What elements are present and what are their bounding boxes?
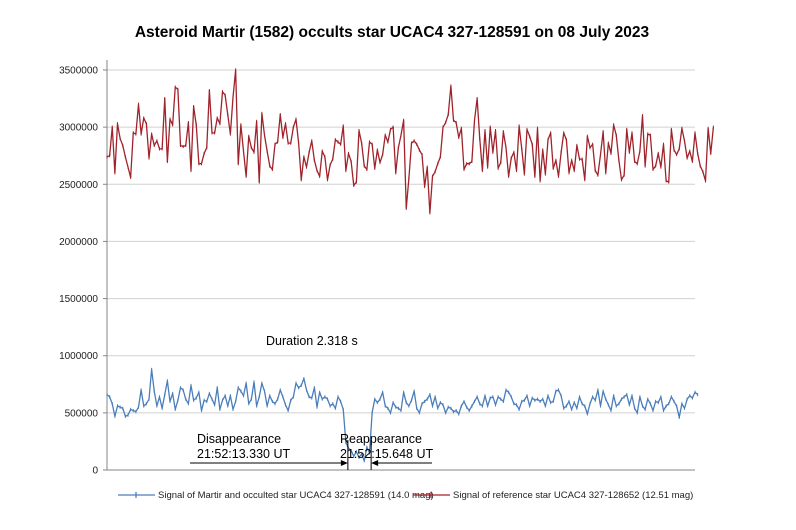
reappearance-annotation: Reappearance 21:52:15.648 UT (340, 432, 433, 470)
series-line (106, 69, 715, 214)
legend-item-reference-star: Signal of reference star UCAC4 327-12865… (413, 490, 693, 501)
reappearance-time: 21:52:15.648 UT (340, 447, 433, 461)
y-tick-label: 3500000 (59, 66, 98, 77)
y-tick-label: 500000 (65, 408, 99, 419)
legend-label-reference-star: Signal of reference star UCAC4 327-12865… (453, 490, 693, 501)
chart-title: Asteroid Martir (1582) occults star UCAC… (135, 24, 650, 41)
y-axis-tick-labels: 0 500000 1000000 1500000 2000000 2500000 30000… (59, 66, 107, 477)
disappearance-time: 21:52:13.330 UT (197, 447, 290, 461)
series-reference-star (106, 68, 715, 215)
disappearance-label: Disappearance (197, 432, 281, 446)
y-tick-label: 2500000 (59, 180, 98, 191)
y-tick-label: 1000000 (59, 351, 98, 362)
disappearance-annotation: Disappearance 21:52:13.330 UT (190, 432, 349, 470)
series-line (106, 368, 699, 462)
legend-label-occulted-star: Signal of Martir and occulted star UCAC4… (158, 490, 434, 501)
y-tick-label: 0 (92, 466, 98, 477)
reappearance-label: Reappearance (340, 432, 422, 446)
duration-label: Duration 2.318 s (266, 334, 358, 348)
legend-item-occulted-star: Signal of Martir and occulted star UCAC4… (118, 490, 434, 501)
series-occulted-star (106, 367, 699, 463)
reappearance-arrowhead (371, 460, 379, 466)
y-tick-label: 3000000 (59, 123, 98, 134)
y-tick-label: 2000000 (59, 237, 98, 248)
gridlines (107, 69, 695, 414)
y-tick-label: 1500000 (59, 294, 98, 305)
legend: Signal of Martir and occulted star UCAC4… (118, 490, 693, 501)
disappearance-arrowhead (340, 460, 348, 466)
